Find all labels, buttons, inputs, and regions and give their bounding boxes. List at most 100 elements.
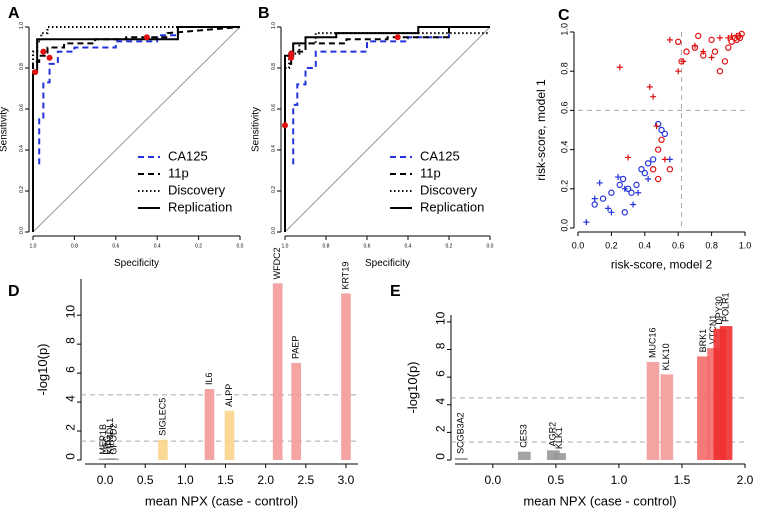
x-tick-label: 0.0 [237,243,244,249]
point [641,169,649,177]
x-tick-label: 1.5 [674,473,691,487]
point [608,209,615,216]
bar-label: PAEP [291,336,301,359]
bar [518,451,531,460]
y-tick-label: 6 [434,370,448,377]
point [646,83,653,90]
x-axis-label: Specificity [114,258,159,269]
x-tick-label: 0.0 [487,243,494,249]
legend-label: 11p [168,165,189,180]
point [649,156,657,163]
point [666,36,673,43]
bar-label: ALPP [224,384,234,407]
legend-label: Discovery [168,182,226,197]
point [683,48,690,55]
x-axis-label: risk-score, model 2 [611,258,713,272]
point [675,68,682,75]
y-tick-label: 0.0 [19,227,25,234]
cutoff-point [394,34,401,41]
y-tick-label: 0.8 [560,62,570,75]
y-tick-label: 8 [64,337,78,344]
y-axis-label: risk-score, model 1 [534,79,548,181]
point [645,176,652,182]
bar [660,374,674,460]
bar-label: KIR3DL1 [105,418,115,455]
point [628,189,635,196]
point [599,195,607,202]
y-tick-label: 0 [64,453,78,460]
point [630,201,637,208]
point [638,165,645,173]
y-tick-label: 0.4 [19,145,25,152]
point [650,93,657,100]
legend-label: CA125 [420,148,460,163]
point [654,120,662,128]
point [621,209,628,216]
point [711,48,719,55]
x-tick-label: 0.5 [137,473,154,487]
x-tick-label: 1.5 [217,473,234,487]
bar [109,458,119,460]
y-tick-label: 1.0 [560,23,570,36]
bar [341,293,351,460]
x-tick-label: 0.6 [672,240,685,250]
bar-label: WFDC2 [272,247,282,279]
roc-curve [32,26,240,232]
y-tick-label: 0.0 [271,227,277,234]
bar [547,450,560,460]
x-tick-label: 0.2 [605,240,618,250]
reference-diagonal [32,26,241,233]
roc-curve [284,32,490,232]
bar [291,362,301,460]
x-tick-label: 0.4 [154,243,161,249]
bar [697,356,710,460]
x-axis-label: mean NPX (case - control) [523,493,676,508]
x-tick-label: 0.4 [639,240,652,250]
point [608,189,615,196]
x-tick-label: 0.2 [195,243,202,249]
bar-label: FRG [102,436,112,455]
x-tick-label: 0.6 [112,243,119,249]
point [621,185,628,192]
point [725,34,732,41]
y-tick-label: 0.6 [560,101,570,114]
bar [646,361,660,460]
point [680,58,687,65]
point [619,175,627,183]
point [728,32,735,39]
point [661,130,669,138]
bar-label: DPY30 [714,296,724,325]
roc-curve [284,26,490,130]
point [736,32,743,39]
reference-diagonal [284,26,491,233]
bar-label: SIGLEC5 [157,398,167,436]
y-axis-label: -log10(p) [405,361,420,413]
cutoff-point [40,48,47,55]
y-tick-label: 0.2 [560,180,570,193]
bar-label: BRK1 [698,329,708,353]
x-axis-label: Specificity [365,258,410,269]
cutoff-point [32,69,39,76]
y-tick-label: 0 [434,453,448,460]
bar [224,410,235,460]
bar [158,439,168,460]
point [708,36,715,44]
point [721,58,729,65]
panel-label: D [8,283,20,300]
y-tick-label: 2 [434,425,448,432]
point [616,64,623,71]
y-tick-label: 0.6 [19,104,25,111]
bar-label: AGR2 [548,422,558,447]
point [605,205,612,212]
x-tick-label: 2.0 [737,473,754,487]
y-tick-label: 6 [64,366,78,373]
y-tick-label: 4 [434,398,448,405]
bar-label: KRT19 [340,262,350,290]
point [716,67,724,75]
bar-label: GFOD2 [108,424,118,455]
point [591,195,598,202]
y-axis-label: -log10(p) [35,343,50,395]
y-tick-label: 8 [434,342,448,349]
